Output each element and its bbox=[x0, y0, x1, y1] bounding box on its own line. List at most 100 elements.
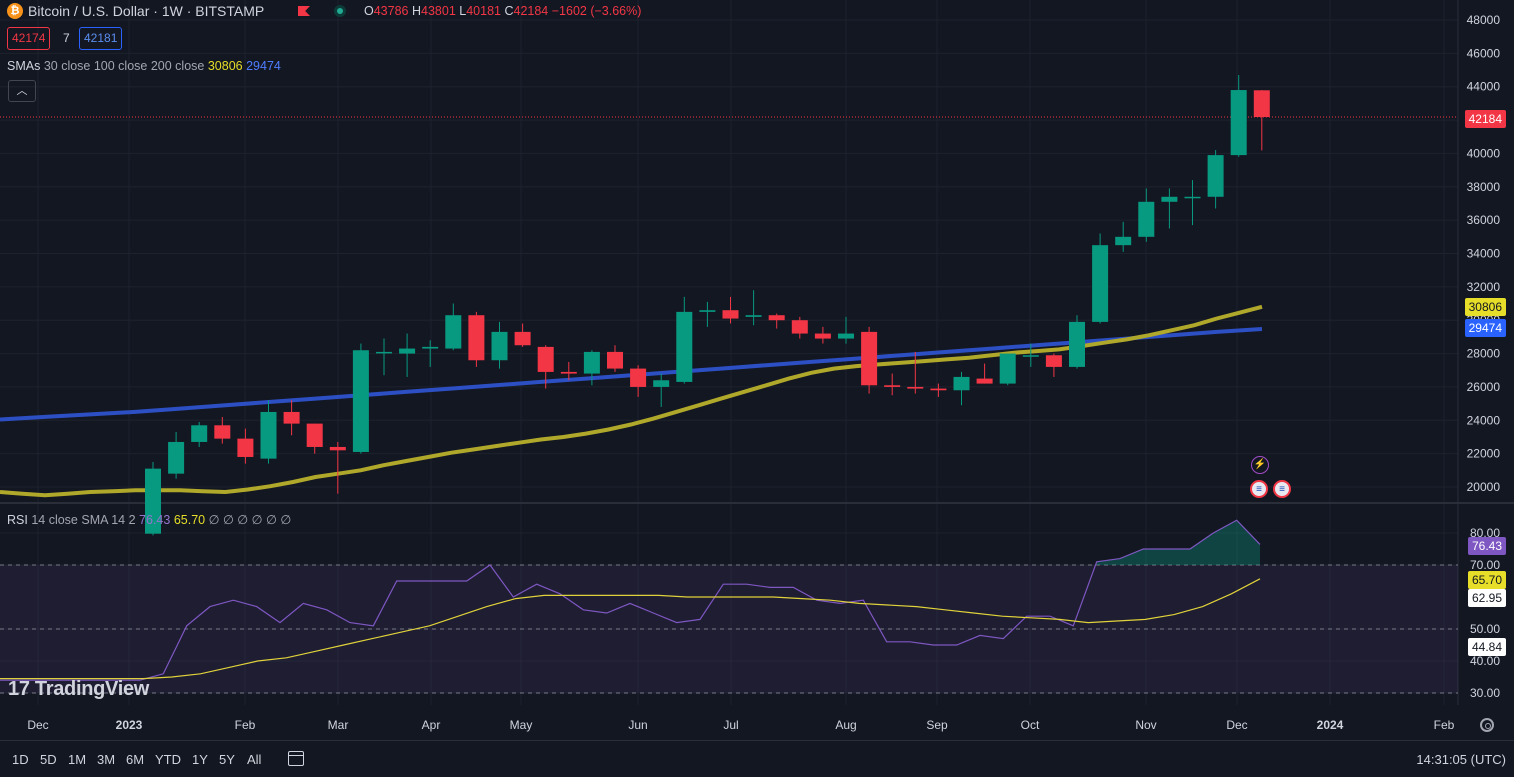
candle-body bbox=[1230, 90, 1247, 156]
candle-body bbox=[653, 380, 670, 387]
rsi-value: 76.43 bbox=[139, 513, 171, 527]
price-tick-label: 36000 bbox=[1467, 213, 1501, 227]
candle-body bbox=[191, 425, 208, 442]
price-tick-label: 38000 bbox=[1467, 180, 1501, 194]
rsi-tick-label: 50.00 bbox=[1470, 622, 1500, 636]
sma30-value: 30806 bbox=[207, 59, 243, 73]
timeframe-1d[interactable]: 1D bbox=[12, 752, 29, 767]
market-status-icon[interactable] bbox=[334, 5, 346, 17]
candle-body bbox=[329, 446, 346, 451]
candle-body bbox=[676, 311, 693, 382]
rsi-tick-label: 80.00 bbox=[1470, 526, 1500, 540]
rsi-tick-label: 30.00 bbox=[1470, 686, 1500, 700]
time-tick-label: Dec bbox=[27, 718, 48, 732]
rsi-tick-label: 70.00 bbox=[1470, 558, 1500, 572]
timeframe-6m[interactable]: 6M bbox=[126, 752, 145, 767]
bottom-toolbar bbox=[0, 740, 1514, 777]
settings-icon[interactable] bbox=[1480, 718, 1494, 732]
rsi-level-label: 44.84 bbox=[1467, 638, 1506, 656]
ohlc-readout: O43786 H43801 L40181 C42184 −1602 (−3.66… bbox=[364, 4, 642, 18]
rsi-level-label: 62.95 bbox=[1467, 589, 1506, 607]
candle-body bbox=[838, 333, 854, 339]
clock-readout[interactable]: 14:31:05 (UTC) bbox=[1416, 752, 1506, 767]
collapse-icon[interactable]: ︿ bbox=[8, 80, 36, 102]
us-flag-event-icon[interactable]: ≡ bbox=[1273, 480, 1291, 498]
candle-body bbox=[283, 411, 300, 424]
price-tick-label: 34000 bbox=[1467, 247, 1501, 261]
candle-body bbox=[1022, 355, 1039, 357]
time-tick-label: Feb bbox=[1434, 718, 1455, 732]
bitcoin-icon: ₿ bbox=[7, 3, 23, 19]
candle-body bbox=[583, 351, 600, 374]
price-tick-label: 40000 bbox=[1467, 146, 1501, 160]
bolt-event-icon[interactable]: ⚡ bbox=[1251, 456, 1269, 474]
candle-body bbox=[514, 331, 531, 346]
candle-body bbox=[1207, 155, 1224, 197]
candle-body bbox=[745, 315, 762, 317]
time-tick-label: Aug bbox=[835, 718, 856, 732]
candle-body bbox=[607, 351, 623, 369]
candle-body bbox=[306, 423, 323, 447]
calendar-icon[interactable] bbox=[288, 751, 304, 766]
price-tick-label: 22000 bbox=[1467, 447, 1501, 461]
timeframe-1m[interactable]: 1M bbox=[68, 752, 87, 767]
candle-body bbox=[168, 441, 185, 474]
sma30-price-label: 30806 bbox=[1464, 298, 1506, 316]
candle-body bbox=[768, 315, 785, 321]
time-tick-label: 2023 bbox=[116, 718, 143, 732]
candle-body bbox=[445, 315, 462, 349]
timeframe-ytd[interactable]: YTD bbox=[155, 752, 181, 767]
candle-body bbox=[1069, 321, 1085, 367]
symbol-title[interactable]: Bitcoin / U.S. Dollar · 1W · BITSTAMP bbox=[28, 3, 265, 19]
rsi-sma-label: 65.70 bbox=[1467, 571, 1506, 589]
candle-body bbox=[145, 468, 161, 534]
price-tick-label: 44000 bbox=[1467, 80, 1501, 94]
time-tick-label: May bbox=[510, 718, 533, 732]
candle-body bbox=[260, 411, 277, 459]
chart-canvas[interactable]: 2000022000240002600028000300003200034000… bbox=[0, 0, 1514, 740]
rsi-value-label: 76.43 bbox=[1467, 537, 1506, 555]
candle-body bbox=[1115, 236, 1132, 246]
tradingview-logo-icon: 17 bbox=[8, 678, 35, 700]
time-tick-label: Nov bbox=[1135, 718, 1156, 732]
price-tick-label: 26000 bbox=[1467, 380, 1501, 394]
time-tick-label: Mar bbox=[328, 718, 349, 732]
flag-icon[interactable] bbox=[298, 6, 310, 16]
price-tick-label: 32000 bbox=[1467, 280, 1501, 294]
sell-price-button[interactable]: 42174 bbox=[7, 27, 51, 50]
rsi-legend[interactable]: RSI 14 close SMA 14 2 76.43 65.70 ∅ ∅ ∅ … bbox=[7, 513, 292, 527]
price-pane[interactable] bbox=[0, 75, 1458, 536]
candle-body bbox=[537, 346, 554, 372]
time-tick-label: Apr bbox=[422, 718, 441, 732]
timeframe-all[interactable]: All bbox=[247, 752, 262, 767]
candle-body bbox=[976, 378, 993, 384]
rsi-overbought-fill bbox=[1096, 520, 1260, 565]
timeframe-5d[interactable]: 5D bbox=[40, 752, 57, 767]
rsi-pane[interactable] bbox=[0, 519, 1261, 681]
time-tick-label: Feb bbox=[235, 718, 256, 732]
timeframe-3m[interactable]: 3M bbox=[97, 752, 116, 767]
timeframe-5y[interactable]: 5Y bbox=[219, 752, 235, 767]
rsi-tick-label: 40.00 bbox=[1470, 654, 1500, 668]
us-flag-event-icon[interactable]: ≡ bbox=[1250, 480, 1268, 498]
timeframe-1y[interactable]: 1Y bbox=[192, 752, 208, 767]
candle-body bbox=[399, 348, 416, 354]
candle-body bbox=[560, 371, 577, 374]
time-tick-label: Jul bbox=[723, 718, 738, 732]
candle-body bbox=[1045, 355, 1062, 367]
rsi-band-background bbox=[0, 564, 1458, 694]
candle-body bbox=[422, 346, 439, 349]
rsi-sma-value: 65.70 bbox=[173, 513, 206, 527]
tradingview-logo[interactable]: 17 TradingView bbox=[8, 678, 150, 700]
candle-body bbox=[376, 351, 392, 354]
candle-body bbox=[1092, 245, 1109, 322]
candle-body bbox=[214, 425, 231, 439]
price-tick-label: 24000 bbox=[1467, 413, 1501, 427]
axes: 2000022000240002600028000300003200034000… bbox=[27, 13, 1500, 732]
candle-body bbox=[907, 386, 924, 389]
candle-body bbox=[861, 331, 878, 386]
buy-price-button[interactable]: 42181 bbox=[79, 27, 123, 50]
sma-legend[interactable]: SMAs 30 close 100 close 200 close 30806 … bbox=[7, 59, 281, 73]
candle-body bbox=[352, 350, 369, 452]
candle-body bbox=[1161, 196, 1178, 202]
